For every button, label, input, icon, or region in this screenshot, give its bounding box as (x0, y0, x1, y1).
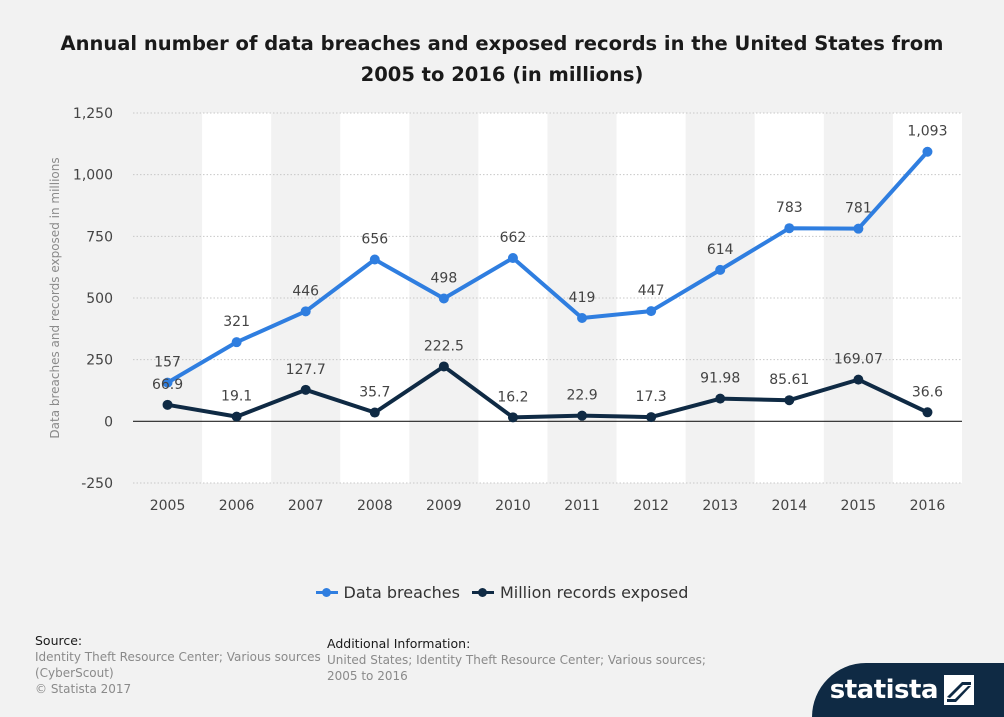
series-line-data-breaches (165, 149, 930, 385)
copyright: © Statista 2017 (35, 682, 132, 696)
data-label-records-exposed: 85.61 (769, 372, 809, 388)
x-tick-label: 2011 (564, 498, 600, 514)
series-line-records-exposed (165, 364, 930, 420)
chart-legend: Data breaches Million records exposed (0, 583, 1004, 602)
data-label-data-breaches: 662 (500, 230, 527, 246)
data-point-data-breaches (577, 312, 588, 323)
additional-info-block: Additional Information: United States; I… (327, 636, 717, 684)
additional-info-line: 2005 to 2016 (327, 669, 408, 683)
source-heading: Source: (35, 633, 83, 648)
data-label-records-exposed: 35.7 (359, 385, 390, 401)
data-label-data-breaches: 419 (569, 290, 596, 306)
x-tick-label: 2013 (702, 498, 738, 514)
source-block: Source: Identity Theft Resource Center; … (35, 633, 325, 697)
data-label-records-exposed: 16.2 (497, 389, 528, 405)
brand-name: statista (829, 675, 939, 705)
x-tick-label: 2007 (288, 498, 324, 514)
data-label-data-breaches: 321 (223, 314, 250, 330)
y-tick-label: 500 (86, 291, 113, 307)
data-label-data-breaches: 1,093 (907, 124, 947, 140)
data-label-records-exposed: 66.9 (152, 377, 183, 393)
legend-marker-records (471, 588, 494, 597)
data-point-records-exposed (507, 412, 518, 423)
legend-item-records[interactable]: Million records exposed (471, 583, 689, 602)
data-point-records-exposed (300, 384, 311, 395)
source-line: (CyberScout) (35, 666, 114, 680)
data-label-data-breaches: 446 (292, 283, 319, 299)
data-label-records-exposed: 22.9 (566, 388, 597, 404)
data-point-data-breaches (507, 253, 518, 264)
additional-info-heading: Additional Information: (327, 636, 471, 651)
y-tick-label: 750 (86, 229, 113, 245)
data-point-records-exposed (853, 374, 864, 385)
data-point-data-breaches (231, 337, 242, 348)
legend-label-records: Million records exposed (499, 583, 689, 602)
data-label-records-exposed: 19.1 (221, 389, 252, 405)
y-tick-label: -250 (81, 476, 113, 492)
data-label-data-breaches: 157 (154, 355, 181, 371)
data-point-records-exposed (715, 393, 726, 404)
data-label-data-breaches: 614 (707, 242, 734, 258)
x-tick-label: 2014 (771, 498, 807, 514)
data-point-records-exposed (784, 395, 795, 406)
data-point-records-exposed (577, 410, 588, 421)
data-label-data-breaches: 781 (845, 201, 872, 217)
x-tick-label: 2010 (495, 498, 531, 514)
data-point-data-breaches (300, 306, 311, 317)
x-tick-label: 2005 (150, 498, 186, 514)
data-label-records-exposed: 36.6 (912, 384, 943, 400)
x-tick-label: 2008 (357, 498, 393, 514)
data-point-data-breaches (715, 264, 726, 275)
data-point-records-exposed (231, 411, 242, 422)
data-point-records-exposed (162, 399, 173, 410)
x-tick-label: 2009 (426, 498, 462, 514)
data-point-data-breaches (922, 146, 933, 157)
x-tick-label: 2016 (910, 498, 946, 514)
legend-label-breaches: Data breaches (343, 583, 460, 602)
data-point-data-breaches (369, 254, 380, 265)
data-label-records-exposed: 169.07 (834, 352, 883, 368)
y-tick-label: 1,000 (73, 168, 113, 184)
source-line: Identity Theft Resource Center; Various … (35, 650, 321, 664)
statista-logo-icon (944, 675, 974, 705)
additional-info-line: United States; Identity Theft Resource C… (327, 653, 706, 667)
data-point-records-exposed (369, 407, 380, 418)
data-label-records-exposed: 127.7 (286, 362, 326, 378)
y-tick-label: 1,250 (73, 106, 113, 122)
x-tick-label: 2012 (633, 498, 669, 514)
data-label-data-breaches: 498 (431, 270, 458, 286)
y-tick-label: 250 (86, 353, 113, 369)
y-axis-label: Data breaches and records exposed in mil… (48, 157, 62, 438)
data-label-data-breaches: 447 (638, 283, 665, 299)
legend-marker-breaches (315, 588, 338, 597)
chart-title: Annual number of data breaches and expos… (60, 32, 944, 86)
column-band (202, 113, 272, 483)
statista-brand[interactable]: statista (812, 663, 1004, 717)
data-point-data-breaches (853, 223, 864, 234)
x-tick-label: 2015 (841, 498, 877, 514)
data-point-records-exposed (438, 361, 449, 372)
data-label-records-exposed: 222.5 (424, 338, 464, 354)
x-tick-label: 2006 (219, 498, 255, 514)
data-point-data-breaches (162, 377, 173, 388)
data-label-data-breaches: 783 (776, 200, 803, 216)
data-point-data-breaches (784, 223, 795, 234)
data-point-data-breaches (646, 306, 657, 317)
column-band (478, 113, 548, 483)
legend-item-breaches[interactable]: Data breaches (315, 583, 460, 602)
data-label-data-breaches: 656 (361, 232, 388, 248)
data-point-data-breaches (438, 293, 449, 304)
data-label-records-exposed: 17.3 (636, 389, 667, 405)
data-label-records-exposed: 91.98 (700, 371, 740, 387)
data-point-records-exposed (922, 407, 933, 418)
y-tick-label: 0 (104, 414, 113, 430)
data-point-records-exposed (646, 412, 657, 423)
line-chart: -250 0 250 500 750 1,000 1,250 Data breaches an… (48, 106, 962, 514)
